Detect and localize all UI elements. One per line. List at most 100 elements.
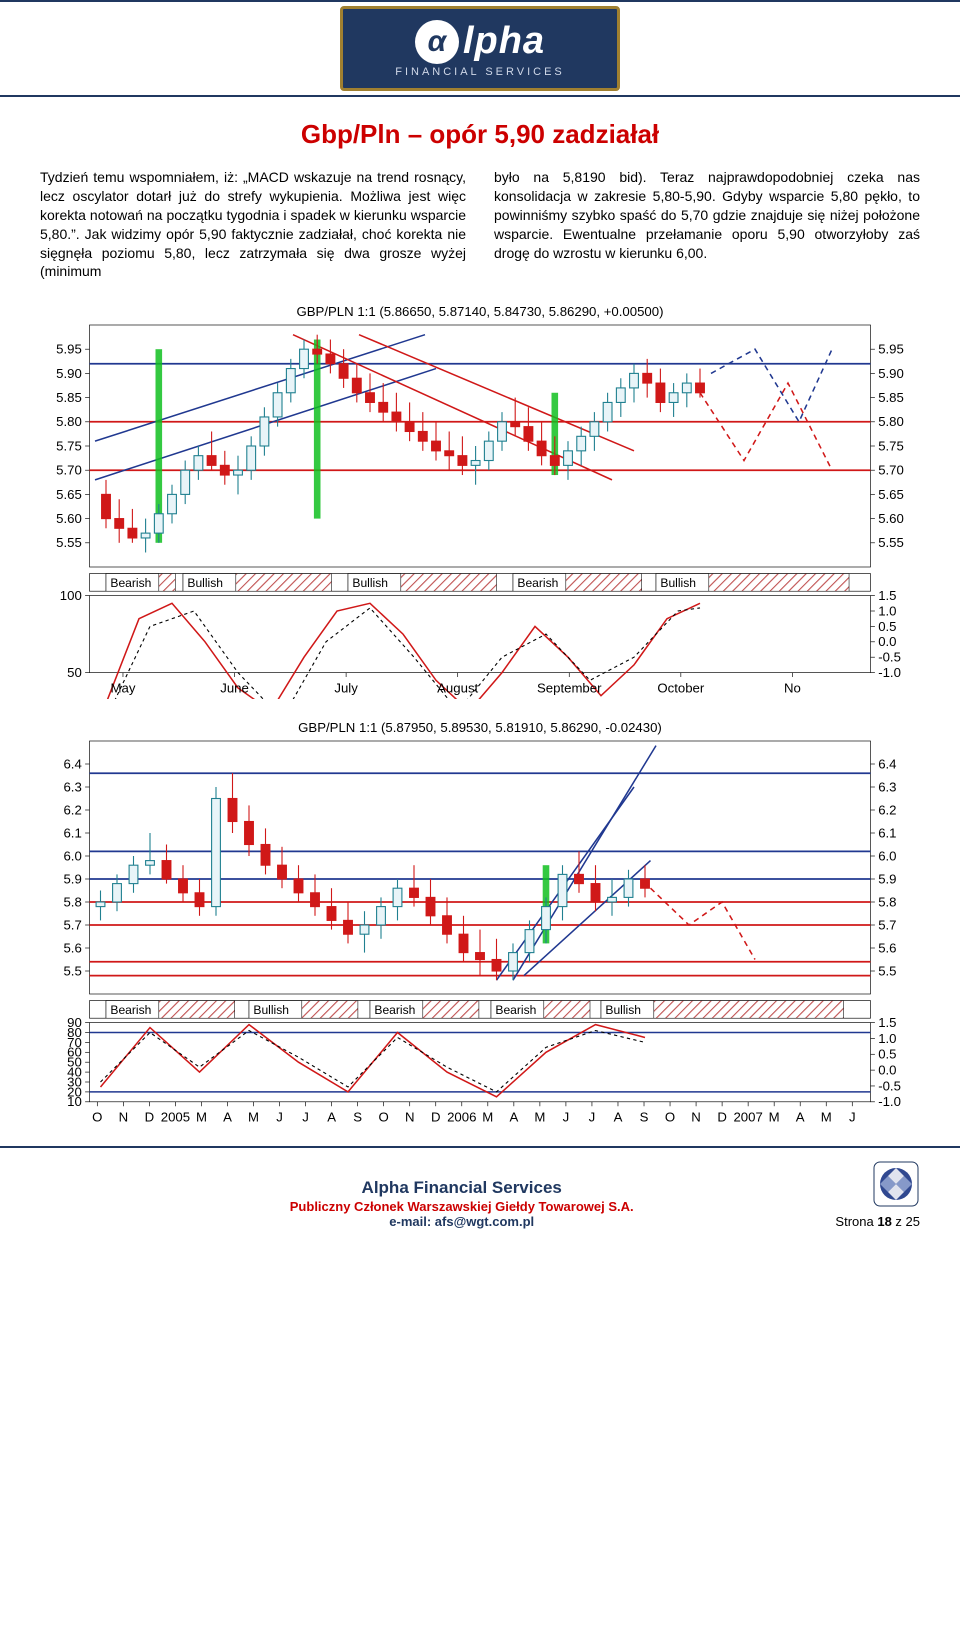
svg-text:2006: 2006 bbox=[447, 1110, 476, 1125]
svg-text:5.70: 5.70 bbox=[878, 463, 904, 478]
svg-text:5.95: 5.95 bbox=[56, 342, 82, 357]
svg-text:0.5: 0.5 bbox=[878, 1047, 896, 1062]
svg-text:August: August bbox=[437, 681, 478, 696]
svg-text:Bullish: Bullish bbox=[605, 1003, 641, 1017]
svg-text:1.0: 1.0 bbox=[878, 1031, 896, 1046]
svg-text:N: N bbox=[405, 1110, 415, 1125]
svg-text:0.0: 0.0 bbox=[878, 1063, 896, 1078]
svg-text:0.5: 0.5 bbox=[878, 619, 896, 634]
page-number: Strona 18 z 25 bbox=[835, 1214, 920, 1229]
svg-text:October: October bbox=[657, 681, 705, 696]
svg-text:5.7: 5.7 bbox=[63, 918, 81, 933]
svg-text:M: M bbox=[248, 1110, 259, 1125]
svg-text:J: J bbox=[589, 1110, 596, 1125]
svg-text:S: S bbox=[640, 1110, 649, 1125]
body-text: Tydzień temu wspomniałem, iż: „MACD wska… bbox=[0, 168, 960, 303]
svg-text:2005: 2005 bbox=[161, 1110, 190, 1125]
svg-text:June: June bbox=[220, 681, 249, 696]
footer-sub: Publiczny Członek Warszawskiej Giełdy To… bbox=[88, 1199, 835, 1214]
footer-email: e-mail: afs@wgt.com.pl bbox=[88, 1214, 835, 1229]
svg-text:5.8: 5.8 bbox=[878, 895, 896, 910]
svg-text:1.0: 1.0 bbox=[878, 604, 896, 619]
svg-text:5.9: 5.9 bbox=[63, 872, 81, 887]
header-band: α lpha FINANCIAL SERVICES bbox=[0, 0, 960, 97]
body-left: Tydzień temu wspomniałem, iż: „MACD wska… bbox=[40, 168, 466, 281]
svg-text:M: M bbox=[196, 1110, 207, 1125]
svg-text:6.4: 6.4 bbox=[878, 757, 896, 772]
svg-text:6.3: 6.3 bbox=[63, 780, 81, 795]
svg-text:-0.5: -0.5 bbox=[878, 1079, 901, 1094]
svg-text:6.2: 6.2 bbox=[878, 803, 896, 818]
logo-subtitle: FINANCIAL SERVICES bbox=[395, 66, 565, 78]
svg-text:Bullish: Bullish bbox=[352, 576, 388, 590]
globe-icon bbox=[872, 1160, 920, 1208]
svg-text:N: N bbox=[119, 1110, 129, 1125]
svg-text:O: O bbox=[92, 1110, 102, 1125]
footer-heading: Alpha Financial Services bbox=[88, 1177, 835, 1199]
svg-text:J: J bbox=[276, 1110, 283, 1125]
svg-text:100: 100 bbox=[60, 588, 82, 603]
svg-text:D: D bbox=[431, 1110, 441, 1125]
svg-text:O: O bbox=[379, 1110, 389, 1125]
svg-text:5.70: 5.70 bbox=[56, 463, 82, 478]
footer: Alpha Financial Services Publiczny Człon… bbox=[0, 1146, 960, 1249]
svg-text:July: July bbox=[334, 681, 358, 696]
svg-text:5.75: 5.75 bbox=[56, 439, 82, 454]
svg-text:M: M bbox=[821, 1110, 832, 1125]
svg-text:5.6: 5.6 bbox=[63, 941, 81, 956]
svg-text:D: D bbox=[145, 1110, 155, 1125]
svg-text:5.85: 5.85 bbox=[56, 390, 82, 405]
svg-text:-1.0: -1.0 bbox=[878, 665, 901, 680]
svg-text:S: S bbox=[353, 1110, 362, 1125]
svg-text:5.75: 5.75 bbox=[878, 439, 904, 454]
svg-text:Bullish: Bullish bbox=[253, 1003, 289, 1017]
svg-text:M: M bbox=[482, 1110, 493, 1125]
svg-text:Bearish: Bearish bbox=[110, 576, 151, 590]
svg-text:5.5: 5.5 bbox=[63, 964, 81, 979]
svg-text:5.8: 5.8 bbox=[63, 895, 81, 910]
svg-text:-0.5: -0.5 bbox=[878, 650, 901, 665]
svg-text:M: M bbox=[769, 1110, 780, 1125]
svg-text:50: 50 bbox=[67, 665, 82, 680]
page-title: Gbp/Pln – opór 5,90 zadziałał bbox=[0, 119, 960, 150]
svg-text:Bearish: Bearish bbox=[374, 1003, 415, 1017]
svg-text:-1.0: -1.0 bbox=[878, 1095, 901, 1110]
svg-text:Bearish: Bearish bbox=[495, 1003, 536, 1017]
svg-text:5.6: 5.6 bbox=[878, 941, 896, 956]
body-right: było na 5,8190 bid). Teraz najprawdopodo… bbox=[494, 168, 920, 281]
svg-text:5.60: 5.60 bbox=[878, 511, 904, 526]
svg-text:5.65: 5.65 bbox=[56, 487, 82, 502]
svg-text:No: No bbox=[784, 681, 801, 696]
svg-text:5.60: 5.60 bbox=[56, 511, 82, 526]
svg-text:1.5: 1.5 bbox=[878, 1015, 896, 1030]
chart1-container: GBP/PLN 1:1 (5.86650, 5.87140, 5.84730, … bbox=[0, 303, 960, 719]
svg-text:6.2: 6.2 bbox=[63, 803, 81, 818]
chart1: GBP/PLN 1:1 (5.86650, 5.87140, 5.84730, … bbox=[40, 303, 920, 699]
svg-text:6.3: 6.3 bbox=[878, 780, 896, 795]
svg-text:5.5: 5.5 bbox=[878, 964, 896, 979]
svg-text:5.65: 5.65 bbox=[878, 487, 904, 502]
logo: α lpha FINANCIAL SERVICES bbox=[340, 6, 620, 91]
svg-text:6.0: 6.0 bbox=[878, 849, 896, 864]
svg-text:Bearish: Bearish bbox=[517, 576, 558, 590]
svg-text:5.95: 5.95 bbox=[878, 342, 904, 357]
svg-text:D: D bbox=[717, 1110, 727, 1125]
svg-text:5.80: 5.80 bbox=[56, 415, 82, 430]
svg-text:A: A bbox=[509, 1110, 518, 1125]
svg-text:5.55: 5.55 bbox=[56, 536, 82, 551]
svg-text:5.9: 5.9 bbox=[878, 872, 896, 887]
svg-text:90: 90 bbox=[67, 1015, 82, 1030]
svg-text:J: J bbox=[563, 1110, 570, 1125]
svg-text:M: M bbox=[534, 1110, 545, 1125]
svg-text:GBP/PLN 1:1 (5.87950, 5.89530,: GBP/PLN 1:1 (5.87950, 5.89530, 5.81910, … bbox=[298, 721, 662, 736]
svg-text:0.0: 0.0 bbox=[878, 635, 896, 650]
svg-text:5.55: 5.55 bbox=[878, 536, 904, 551]
svg-text:A: A bbox=[223, 1110, 232, 1125]
svg-text:O: O bbox=[665, 1110, 675, 1125]
svg-text:5.90: 5.90 bbox=[56, 366, 82, 381]
svg-text:5.80: 5.80 bbox=[878, 415, 904, 430]
svg-text:A: A bbox=[327, 1110, 336, 1125]
svg-text:September: September bbox=[537, 681, 602, 696]
svg-text:5.85: 5.85 bbox=[878, 390, 904, 405]
chart2-container: GBP/PLN 1:1 (5.87950, 5.89530, 5.81910, … bbox=[0, 719, 960, 1146]
